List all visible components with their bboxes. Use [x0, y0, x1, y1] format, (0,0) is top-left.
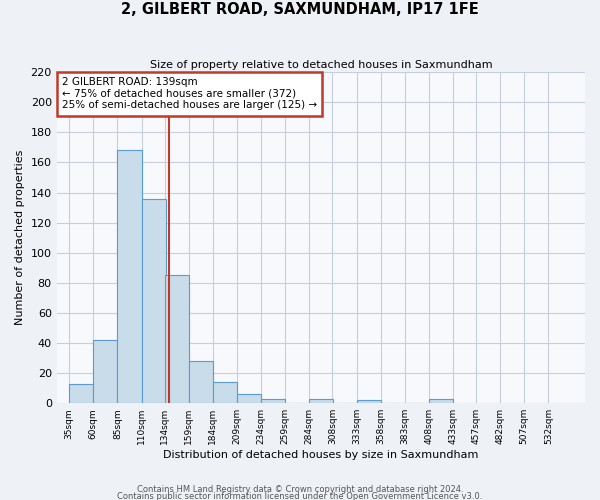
X-axis label: Distribution of detached houses by size in Saxmundham: Distribution of detached houses by size … — [163, 450, 479, 460]
Bar — [142, 198, 166, 403]
Title: Size of property relative to detached houses in Saxmundham: Size of property relative to detached ho… — [149, 60, 492, 70]
Bar — [309, 398, 334, 403]
Bar — [94, 340, 118, 403]
Bar — [69, 384, 94, 403]
Text: 2, GILBERT ROAD, SAXMUNDHAM, IP17 1FE: 2, GILBERT ROAD, SAXMUNDHAM, IP17 1FE — [121, 2, 479, 18]
Bar — [118, 150, 142, 403]
Bar — [356, 400, 380, 403]
Bar — [261, 398, 285, 403]
Bar — [164, 276, 189, 403]
Text: Contains HM Land Registry data © Crown copyright and database right 2024.: Contains HM Land Registry data © Crown c… — [137, 486, 463, 494]
Y-axis label: Number of detached properties: Number of detached properties — [15, 150, 25, 326]
Text: Contains public sector information licensed under the Open Government Licence v3: Contains public sector information licen… — [118, 492, 482, 500]
Bar — [189, 361, 213, 403]
Bar — [213, 382, 237, 403]
Bar — [429, 398, 453, 403]
Bar — [237, 394, 261, 403]
Text: 2 GILBERT ROAD: 139sqm
← 75% of detached houses are smaller (372)
25% of semi-de: 2 GILBERT ROAD: 139sqm ← 75% of detached… — [62, 77, 317, 110]
